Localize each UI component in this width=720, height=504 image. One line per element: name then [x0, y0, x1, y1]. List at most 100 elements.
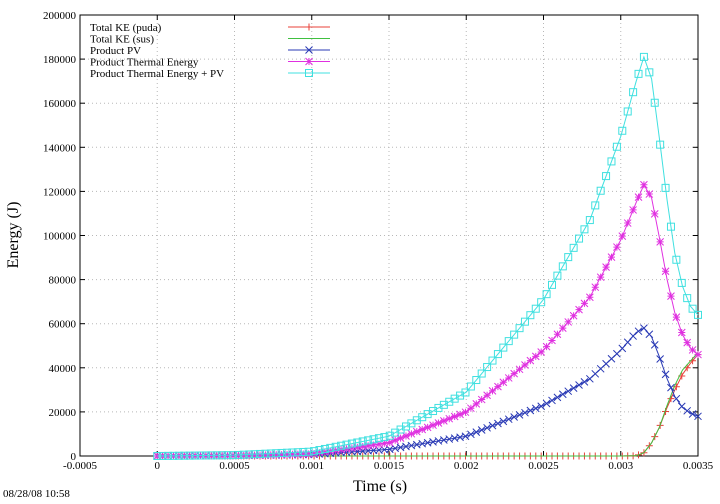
star-marker — [569, 311, 578, 320]
square-marker — [212, 451, 221, 460]
x-tick-label: 0.001 — [299, 460, 324, 472]
star-marker — [266, 450, 275, 459]
star-marker — [629, 206, 637, 214]
square-marker — [364, 436, 373, 445]
square-marker — [201, 451, 210, 460]
square-marker — [234, 450, 243, 459]
square-marker — [526, 311, 535, 320]
cross-marker — [694, 412, 702, 421]
star-marker — [602, 263, 610, 271]
cross-marker — [640, 324, 648, 332]
star-marker — [277, 450, 286, 459]
cross-marker — [661, 370, 670, 379]
star-marker — [467, 404, 475, 413]
square-marker — [677, 278, 686, 287]
cross-marker — [553, 393, 562, 402]
cross-marker — [650, 341, 659, 349]
square-marker — [607, 157, 616, 166]
star-marker — [342, 444, 351, 453]
square-marker — [255, 449, 264, 458]
star-marker — [558, 324, 567, 332]
square-marker — [369, 435, 378, 444]
star-marker — [553, 330, 562, 339]
series-line — [157, 327, 699, 457]
star-marker — [645, 190, 654, 198]
square-marker — [164, 451, 173, 460]
square-marker — [493, 350, 502, 359]
square-marker — [666, 222, 675, 231]
star-marker — [661, 267, 670, 276]
x-tick-label: 0 — [155, 460, 161, 472]
star-marker — [499, 378, 508, 387]
cross-marker — [623, 338, 632, 347]
square-marker — [602, 172, 611, 181]
y-tick-label: 140000 — [43, 142, 77, 154]
square-marker — [466, 382, 475, 391]
star-marker — [375, 440, 383, 449]
square-marker — [623, 107, 632, 116]
y-tick-label: 160000 — [43, 98, 77, 110]
series-line — [157, 55, 699, 457]
square-marker — [304, 447, 313, 456]
series-layer — [153, 52, 702, 460]
square-marker — [580, 225, 589, 234]
star-marker — [461, 408, 470, 417]
star-marker — [477, 395, 486, 404]
square-marker — [342, 440, 351, 449]
star-marker — [623, 219, 632, 227]
square-marker — [374, 434, 383, 443]
square-marker — [515, 324, 524, 333]
cross-marker — [499, 417, 508, 426]
cross-marker — [575, 381, 583, 389]
square-marker — [174, 451, 183, 460]
star-marker — [439, 416, 448, 425]
plus-marker — [305, 23, 313, 31]
square-marker — [272, 449, 281, 458]
square-marker — [153, 452, 162, 460]
square-marker — [250, 450, 259, 459]
square-marker — [510, 330, 519, 339]
x-tick-label: 0.0035 — [683, 460, 714, 472]
star-marker — [564, 318, 573, 326]
star-marker — [348, 444, 356, 452]
square-marker — [315, 446, 324, 455]
square-marker — [158, 451, 167, 460]
legend-label: Total KE (puda) — [90, 22, 162, 34]
square-marker — [245, 450, 254, 459]
cross-marker — [461, 432, 470, 441]
cross-marker — [548, 396, 556, 405]
star-marker — [305, 57, 313, 66]
star-marker — [596, 273, 605, 282]
square-marker — [520, 317, 529, 326]
square-marker — [558, 262, 567, 271]
square-marker — [504, 337, 513, 346]
cross-marker — [537, 402, 546, 411]
cross-marker — [564, 387, 573, 396]
star-marker — [310, 449, 318, 458]
star-marker — [650, 210, 659, 218]
star-marker — [575, 305, 583, 314]
square-marker — [310, 447, 319, 456]
star-marker — [607, 253, 616, 261]
star-marker — [299, 450, 308, 458]
square-marker — [618, 126, 627, 135]
square-marker — [347, 439, 356, 448]
star-marker — [456, 410, 464, 419]
legend-label: Product Thermal Energy — [90, 57, 199, 69]
star-marker — [380, 439, 389, 448]
cross-marker — [683, 406, 692, 415]
square-marker — [305, 69, 313, 77]
cross-marker — [542, 399, 551, 408]
star-marker — [683, 338, 692, 347]
square-marker — [542, 290, 551, 299]
axis-ticks: -0.0005 0 0.0005 0.001 0.0015 0.002 0.0025 0.00… — [43, 10, 714, 472]
square-marker — [472, 376, 481, 385]
y-tick-label: 100000 — [43, 231, 77, 243]
x-axis-label: Time (s) — [353, 478, 407, 495]
star-marker — [353, 443, 362, 452]
legend-entry: Product PV — [90, 45, 330, 57]
square-marker — [288, 448, 297, 457]
cross-marker — [305, 46, 313, 54]
square-marker — [531, 304, 540, 313]
legend-entry: Total KE (sus) — [90, 34, 330, 46]
